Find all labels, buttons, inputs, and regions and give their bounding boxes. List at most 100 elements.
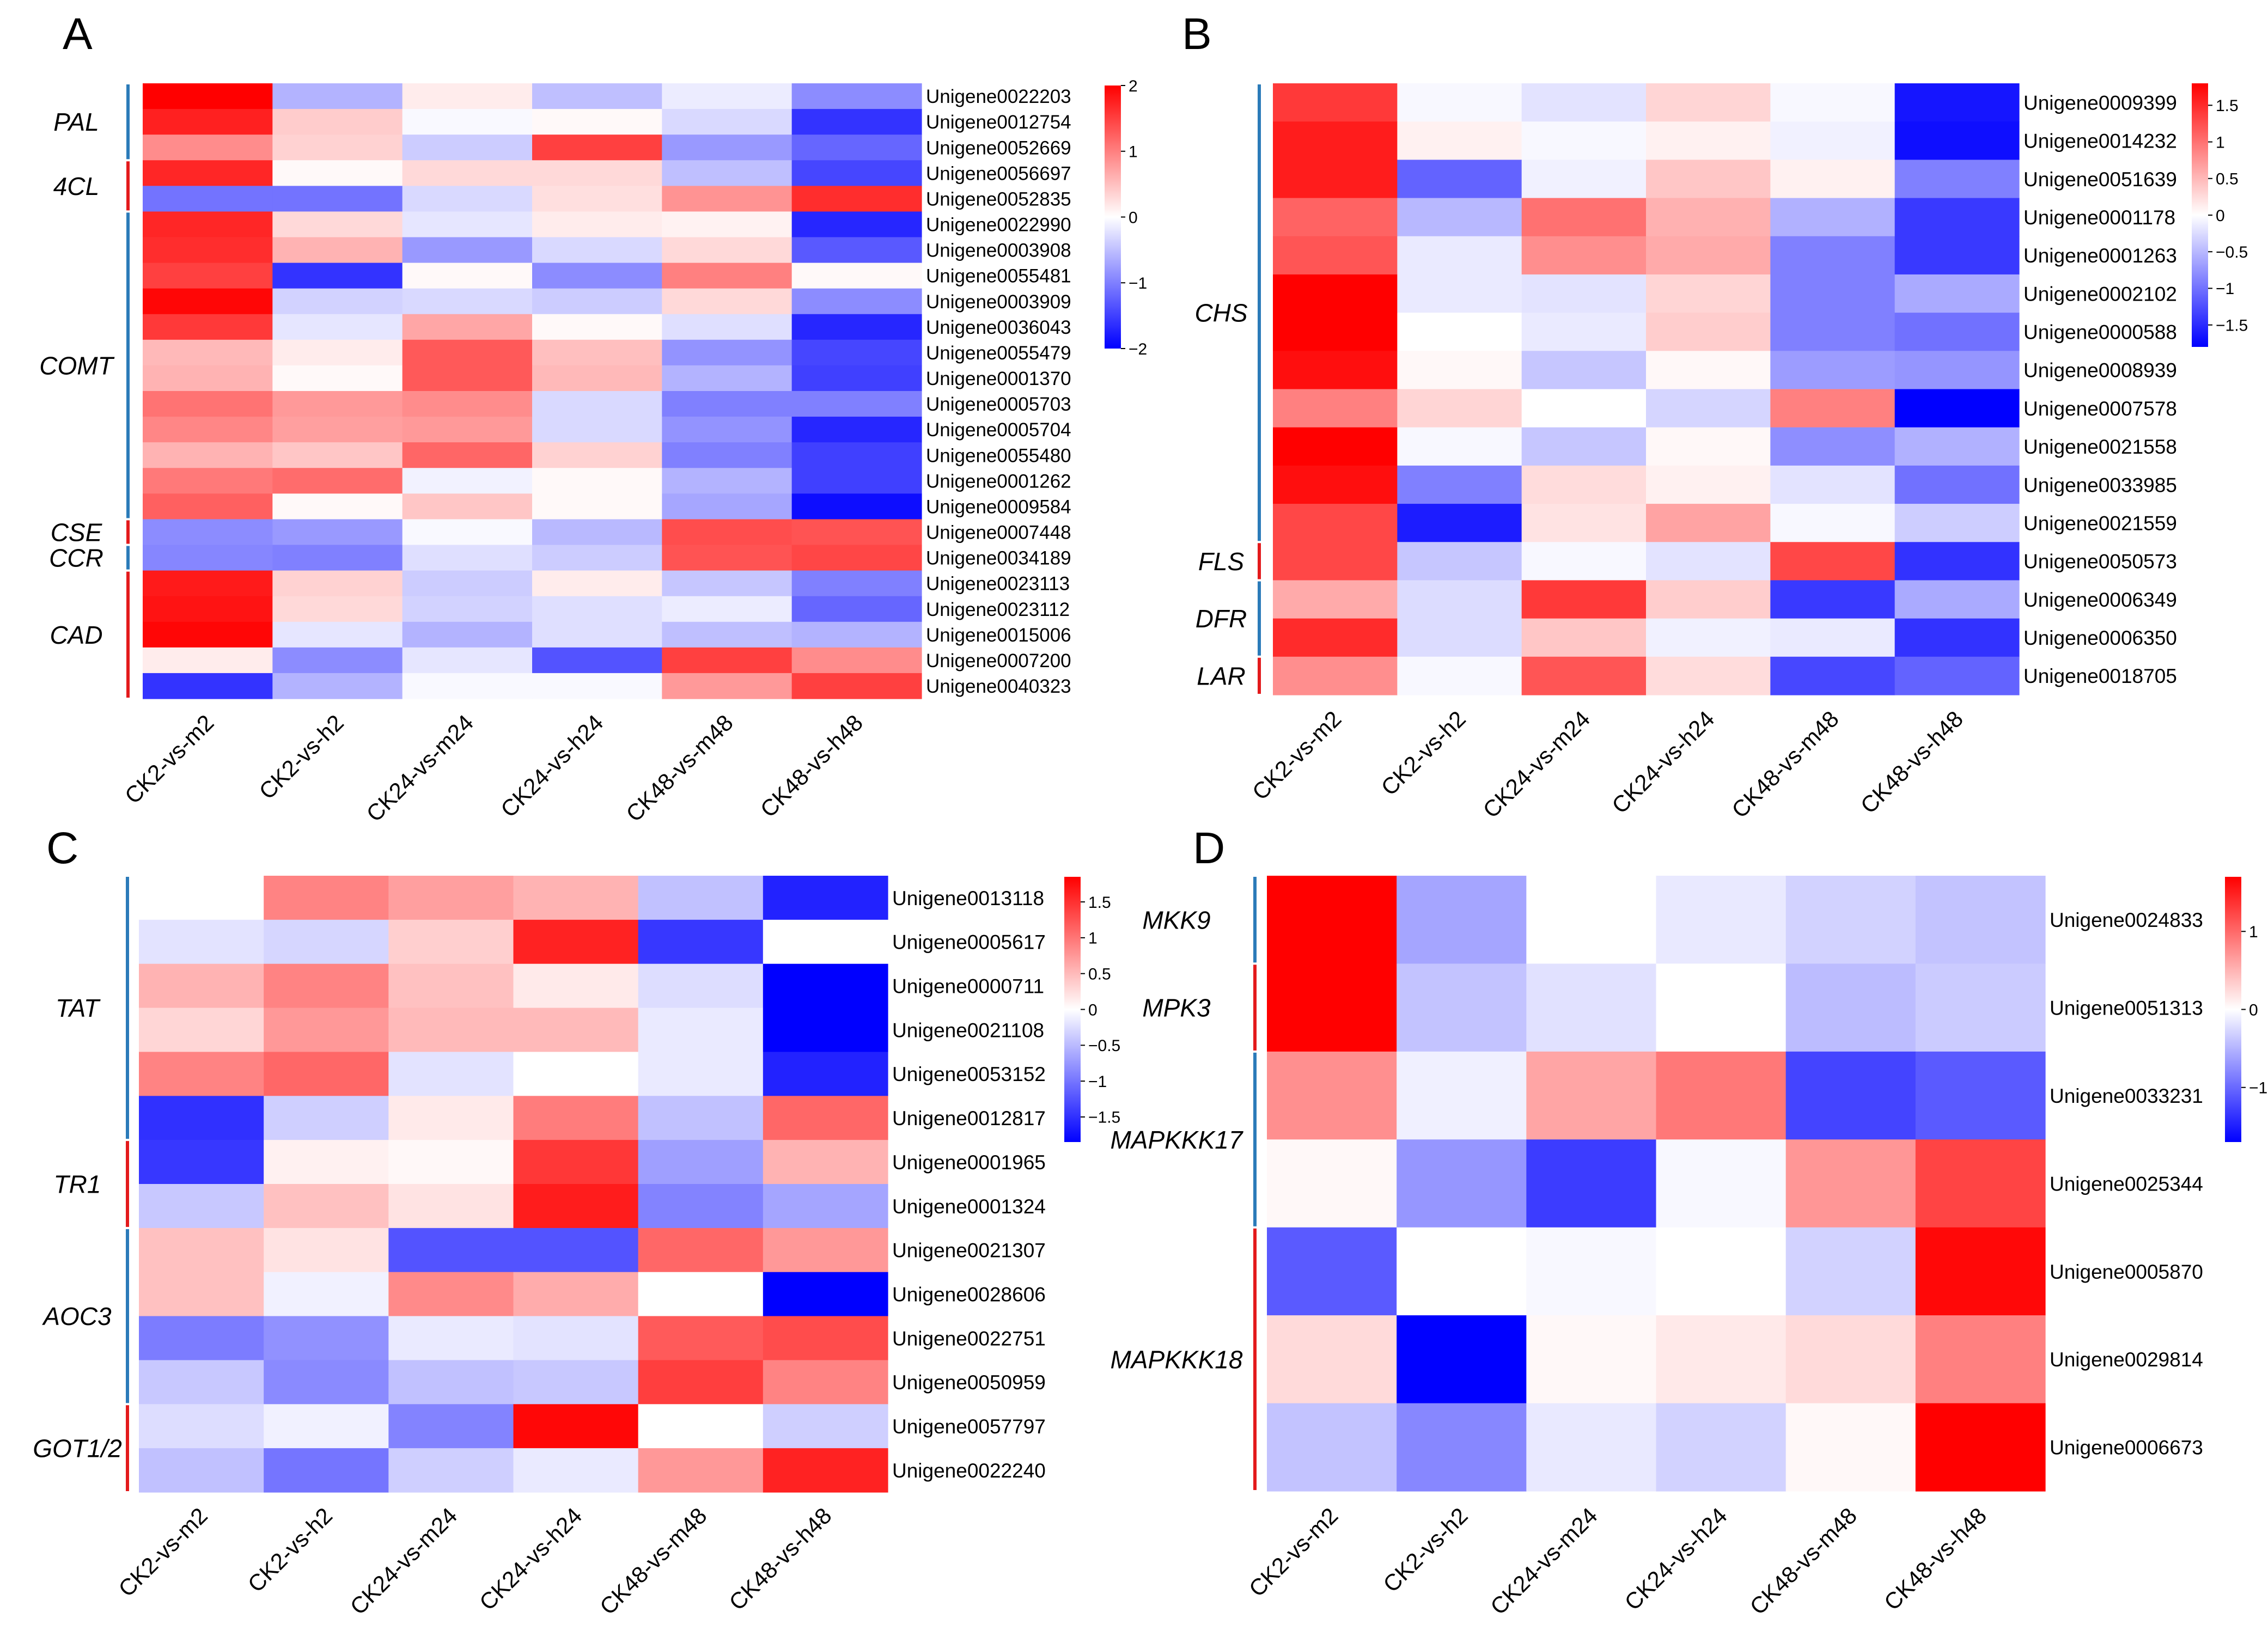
heatmap-cell [272, 468, 403, 494]
heatmap-cell [139, 1096, 264, 1140]
heatmap-cell [1894, 504, 2020, 542]
heatmap-cell [1894, 656, 2020, 695]
heatmap-cell [1397, 656, 1522, 695]
heatmap-cell [402, 186, 533, 212]
heatmap-cell [1273, 542, 1398, 581]
row-label: Unigene0006673 [2050, 1437, 2203, 1459]
heatmap-cell [532, 493, 662, 520]
heatmap-cell [1267, 1051, 1397, 1140]
row-label: Unigene0055480 [926, 445, 1071, 466]
heatmap-cell [1915, 1139, 2046, 1228]
heatmap-cell [402, 365, 533, 392]
heatmap-cell [143, 647, 273, 674]
heatmap-cell [402, 391, 533, 417]
heatmap-cell [1770, 83, 1895, 122]
heatmap-cell [1521, 198, 1647, 237]
heatmap-cell [1526, 1051, 1657, 1140]
heatmap-cell [1770, 236, 1895, 275]
group-label: GOT1/2 [33, 1434, 122, 1463]
row-label: Unigene0005703 [926, 394, 1071, 415]
heatmap-cell [1646, 83, 1771, 122]
heatmap-cell [763, 1008, 888, 1053]
panel-letter-b: B [1182, 9, 1212, 59]
row-label: Unigene0006350 [2023, 627, 2177, 649]
group-label: TAT [56, 994, 101, 1022]
heatmap-cell [1785, 1051, 1916, 1140]
heatmap-cell [1894, 542, 2020, 581]
heatmap-cell [1267, 1315, 1397, 1404]
heatmap-cell [532, 135, 662, 161]
heatmap-cell [143, 135, 273, 161]
group-label: CCR [49, 544, 103, 572]
heatmap-cell [1894, 313, 2020, 351]
heatmap-cell [1915, 1403, 2046, 1492]
column-label: CK2-vs-m2 [120, 710, 219, 809]
row-label: Unigene0002102 [2023, 283, 2177, 305]
heatmap-cell [763, 1448, 888, 1493]
heatmap-cell [139, 1228, 264, 1273]
row-label: Unigene0007578 [2023, 398, 2177, 420]
heatmap-cell [143, 211, 273, 238]
heatmap-cell [1646, 580, 1771, 619]
heatmap-cell [264, 919, 389, 964]
heatmap-cell [662, 160, 792, 186]
heatmap-cell [662, 493, 792, 520]
heatmap-cell [662, 621, 792, 648]
heatmap-cell [1273, 389, 1398, 428]
legend-tick-label: −1 [2249, 1079, 2267, 1097]
heatmap-cell [1397, 504, 1522, 542]
heatmap-cell [513, 963, 639, 1009]
row-label: Unigene0001965 [892, 1151, 1046, 1174]
heatmap-cell [791, 468, 922, 494]
column-label: CK2-vs-m2 [113, 1503, 212, 1602]
row-label: Unigene0008939 [2023, 359, 2177, 382]
heatmap-cell [1770, 121, 1895, 160]
heatmap-cell [388, 963, 514, 1009]
heatmap-cell [1526, 1227, 1657, 1316]
heatmap-cell [532, 83, 662, 109]
heatmap-cell [1521, 580, 1647, 619]
heatmap-cell [139, 963, 264, 1009]
column-label: CK2-vs-m2 [1247, 706, 1346, 805]
heatmap-cell [139, 1272, 264, 1317]
heatmap-cell [402, 519, 533, 546]
row-label: Unigene0040323 [926, 676, 1071, 697]
heatmap-cell [1646, 618, 1771, 657]
column-label: CK48-vs-h48 [1879, 1503, 1992, 1615]
panel-letter-a: A [63, 9, 93, 59]
heatmap-cell [272, 493, 403, 520]
heatmap-cell [791, 570, 922, 597]
group-label: FLS [1198, 547, 1245, 576]
legend-tick-label: −1 [1129, 274, 1147, 292]
group-label: PAL [53, 108, 99, 136]
heatmap-cell [139, 1140, 264, 1185]
heatmap-cell [1656, 876, 1787, 964]
legend-tick-label: 1 [2216, 133, 2225, 151]
heatmap-cell [1397, 542, 1522, 581]
heatmap-cell [1770, 389, 1895, 428]
heatmap-cell [662, 288, 792, 315]
heatmap-cell [402, 135, 533, 161]
heatmap-cell [1273, 618, 1398, 657]
heatmap-cell [1521, 465, 1647, 504]
heatmap-cell [1521, 656, 1647, 695]
legend-tick-label: 0.5 [2216, 170, 2239, 188]
heatmap-cell [513, 1228, 639, 1273]
heatmap-cell [791, 160, 922, 186]
heatmap-cell [402, 647, 533, 674]
heatmap-cell [272, 519, 403, 546]
heatmap-cell [143, 621, 273, 648]
heatmap-cell [662, 391, 792, 417]
heatmap-cell [662, 186, 792, 212]
row-label: Unigene0021559 [2023, 512, 2177, 534]
heatmap-cell [1521, 618, 1647, 657]
heatmap-cell [1397, 427, 1522, 466]
heatmap-cell [402, 468, 533, 494]
heatmap-cell [513, 1360, 639, 1405]
heatmap-cell [1521, 121, 1647, 160]
heatmap-cell [143, 519, 273, 546]
heatmap-cell [1267, 963, 1397, 1052]
heatmap-cell [1397, 83, 1522, 122]
heatmap-cell [513, 1404, 639, 1449]
heatmap-cell [662, 339, 792, 366]
